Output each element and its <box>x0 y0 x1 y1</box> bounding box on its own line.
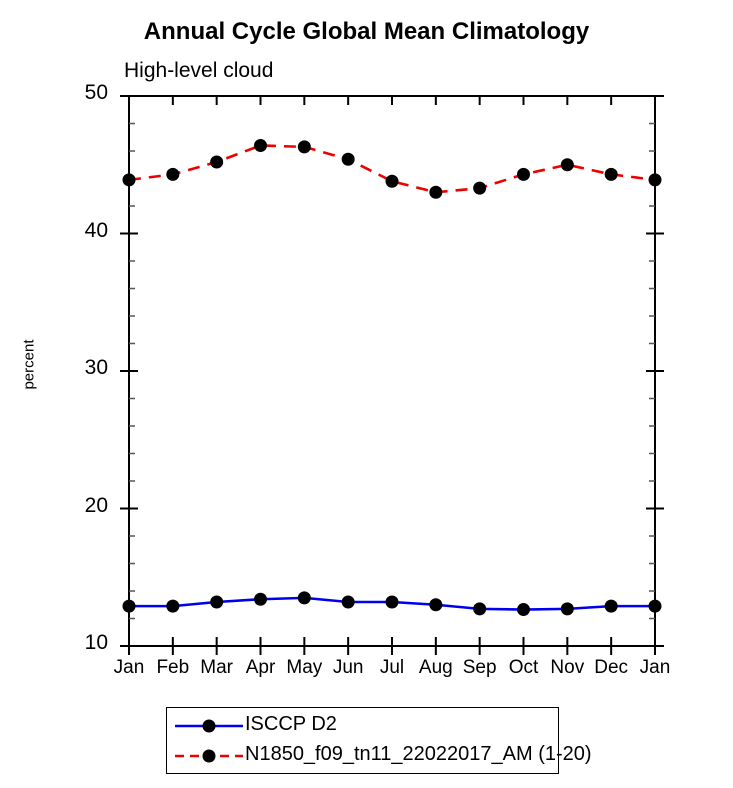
y-tick-label: 10 <box>84 631 108 654</box>
chart-subtitle: High-level cloud <box>124 59 274 82</box>
series-marker-0 <box>648 599 662 613</box>
series-marker-1 <box>517 167 530 181</box>
series-marker-1 <box>122 173 136 187</box>
x-tick-label: Dec <box>594 657 629 678</box>
x-tick-label: Jan <box>113 657 145 678</box>
x-tick-label: Jul <box>379 657 405 678</box>
x-tick-label: Jun <box>332 657 364 678</box>
x-tick-label: Mar <box>200 657 234 678</box>
x-tick-label: Jan <box>639 657 671 678</box>
series-marker-0 <box>166 599 180 613</box>
series-marker-1 <box>341 152 355 166</box>
series-marker-1 <box>473 181 487 195</box>
legend-swatch-series-0 <box>175 719 243 733</box>
series-marker-0 <box>210 595 224 609</box>
y-tick-label: 30 <box>84 356 108 379</box>
series-marker-0 <box>254 592 267 606</box>
series-marker-1 <box>210 155 224 169</box>
series-marker-1 <box>166 167 180 181</box>
x-tick-label: Sep <box>462 657 497 678</box>
series-marker-1 <box>560 158 574 172</box>
legend-label-series-1: N1850_f09_tn11_22022017_AM (1-20) <box>245 743 592 765</box>
x-tick-label: Oct <box>508 657 539 678</box>
series-marker-0 <box>429 598 443 612</box>
series-marker-0 <box>517 603 530 617</box>
series-marker-0 <box>385 595 399 609</box>
legend-entry-0: ISCCP D2 <box>167 712 558 742</box>
series-marker-0 <box>473 602 487 616</box>
series-marker-0 <box>297 591 311 605</box>
y-tick-label: 50 <box>84 81 108 104</box>
series-marker-0 <box>122 599 136 613</box>
x-tick-label: Feb <box>156 657 190 678</box>
x-tick-label: Nov <box>550 657 585 678</box>
legend-label-series-0: ISCCP D2 <box>245 713 337 735</box>
x-tick-label: Apr <box>245 657 276 678</box>
legend-entry-1: N1850_f09_tn11_22022017_AM (1-20) <box>167 742 592 772</box>
legend-swatch-series-1 <box>175 749 243 763</box>
x-tick-label: May <box>286 657 323 678</box>
series-marker-0 <box>560 602 574 616</box>
series-marker-1 <box>385 174 399 188</box>
series-marker-1 <box>297 140 311 154</box>
chart-title: Annual Cycle Global Mean Climatology <box>143 18 590 45</box>
chart-legend: ISCCP D2 N1850_f09_tn11_22022017_AM (1-2… <box>166 707 592 774</box>
y-tick-label: 20 <box>84 493 108 517</box>
series-marker-1 <box>254 139 267 152</box>
y-tick-label: 40 <box>84 218 108 242</box>
series-marker-1 <box>604 167 618 181</box>
series-marker-1 <box>648 173 662 187</box>
x-tick-label: Aug <box>418 657 453 678</box>
series-marker-0 <box>604 599 618 613</box>
series-marker-0 <box>341 595 355 609</box>
series-marker-1 <box>429 185 443 199</box>
